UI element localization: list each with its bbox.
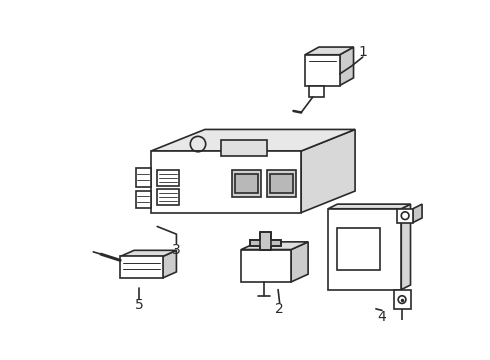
Polygon shape — [260, 232, 271, 249]
Polygon shape — [241, 249, 291, 282]
Polygon shape — [241, 242, 308, 249]
Polygon shape — [393, 289, 411, 309]
Bar — [337, 228, 380, 270]
Polygon shape — [401, 204, 411, 289]
Polygon shape — [250, 239, 281, 246]
Polygon shape — [232, 170, 261, 197]
Text: 4: 4 — [378, 310, 387, 324]
Polygon shape — [221, 140, 268, 156]
Polygon shape — [120, 256, 163, 278]
Polygon shape — [267, 170, 296, 197]
Polygon shape — [235, 174, 258, 193]
Polygon shape — [291, 242, 308, 282]
Polygon shape — [120, 250, 176, 256]
Polygon shape — [309, 86, 324, 97]
Polygon shape — [305, 55, 340, 86]
Polygon shape — [340, 47, 354, 86]
Text: 3: 3 — [172, 243, 181, 257]
Polygon shape — [163, 250, 176, 278]
Polygon shape — [157, 170, 179, 186]
Polygon shape — [270, 174, 293, 193]
Polygon shape — [151, 151, 301, 213]
Polygon shape — [151, 130, 355, 151]
Polygon shape — [157, 189, 179, 205]
Text: 5: 5 — [135, 298, 144, 312]
Polygon shape — [136, 168, 151, 187]
Polygon shape — [413, 204, 422, 222]
Polygon shape — [328, 204, 411, 209]
Polygon shape — [136, 191, 151, 208]
Polygon shape — [301, 130, 355, 213]
Text: 2: 2 — [275, 302, 284, 316]
Polygon shape — [397, 209, 413, 222]
Polygon shape — [305, 47, 354, 55]
Text: 1: 1 — [358, 45, 367, 59]
Polygon shape — [328, 209, 401, 289]
